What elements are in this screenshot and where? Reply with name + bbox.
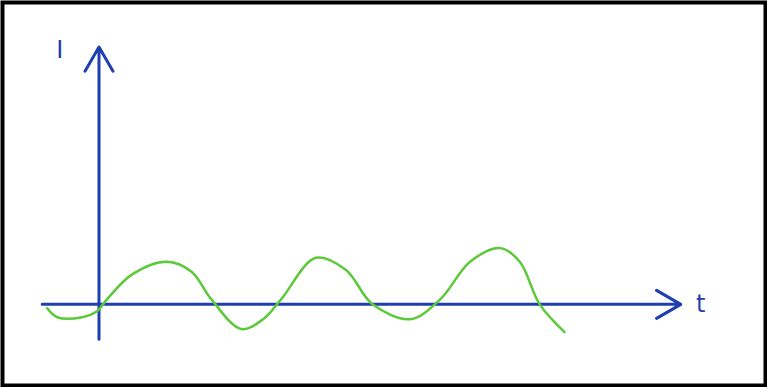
svg-text:t: t <box>696 290 705 318</box>
svg-text:I: I <box>56 36 63 64</box>
